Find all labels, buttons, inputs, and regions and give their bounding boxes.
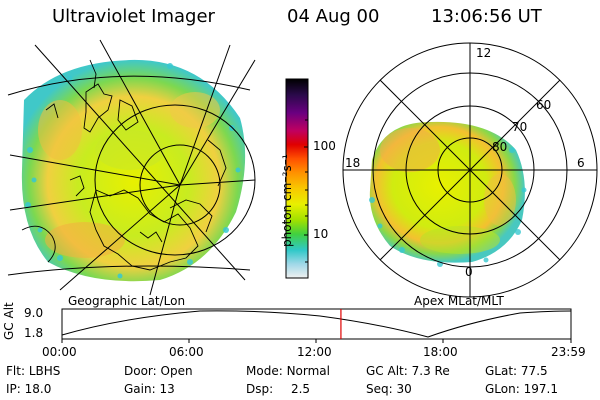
glon-readout: GLon: 197.1 — [485, 382, 558, 396]
apex-caption: Apex MLat/MLT — [414, 294, 504, 308]
mlt-label-top: 12 — [476, 46, 492, 60]
altitude-ytick-low: 1.8 — [24, 326, 44, 340]
altitude-ylabel: GC Alt — [2, 302, 16, 340]
mlat-label-70: 70 — [512, 120, 528, 134]
dsp-readout: Dsp: 2.5 — [246, 382, 310, 396]
mode-value: Normal — [286, 364, 330, 378]
mlat-label-80: 80 — [492, 140, 508, 154]
glat-readout: GLat: 77.5 — [485, 364, 548, 378]
geographic-caption: Geographic Lat/Lon — [68, 294, 186, 308]
filter-readout: Flt: LBHS — [6, 364, 60, 378]
mode-label: Mode: — [246, 364, 283, 378]
gc-alt-readout: GC Alt: 7.3 Re — [366, 364, 450, 378]
time-tick-1800: 18:00 — [423, 345, 458, 359]
time-tick-0600: 06:00 — [169, 345, 204, 359]
mode-readout: Mode: Normal — [246, 364, 330, 378]
mlt-label-right: 6 — [577, 156, 585, 170]
glat-label: GLat: — [485, 364, 518, 378]
mlat-label-60: 60 — [536, 98, 552, 112]
time-tick-0000: 00:00 — [42, 345, 77, 359]
altitude-ytick-high: 9.0 — [24, 306, 44, 320]
altitude-strip-plot — [61, 308, 572, 343]
filter-label: Flt: — [6, 364, 25, 378]
gc-alt-label: GC Alt: — [366, 364, 408, 378]
observation-time: 13:06:56 UT — [431, 6, 542, 27]
colorbar-unit-label: photon cm⁻²s⁻¹ — [280, 154, 294, 247]
gain-readout: Gain: 13 — [124, 382, 175, 396]
colorbar-tick-10: 10 — [313, 227, 329, 241]
geographic-map-panel — [7, 39, 256, 296]
door-readout: Door: Open — [124, 364, 193, 378]
glon-label: GLon: — [485, 382, 520, 396]
filter-value: LBHS — [28, 364, 61, 378]
instrument-title: Ultraviolet Imager — [52, 6, 215, 27]
ip-value: 18.0 — [24, 382, 52, 396]
dsp-label: Dsp: — [246, 382, 274, 396]
dsp-value: 2.5 — [290, 382, 311, 396]
apex-polar-panel — [342, 42, 598, 298]
seq-value: 30 — [396, 382, 412, 396]
time-tick-1200: 12:00 — [297, 345, 332, 359]
ip-readout: IP: 18.0 — [6, 382, 51, 396]
gain-label: Gain: — [124, 382, 156, 396]
gc-alt-value: 7.3 Re — [411, 364, 450, 378]
color-scale-bar — [285, 78, 309, 279]
observation-date: 04 Aug 00 — [287, 6, 380, 27]
glat-value: 77.5 — [520, 364, 548, 378]
seq-label: Seq: — [366, 382, 393, 396]
colorbar-tick-100: 100 — [313, 139, 336, 153]
seq-readout: Seq: 30 — [366, 382, 412, 396]
ip-label: IP: — [6, 382, 21, 396]
gain-value: 13 — [159, 382, 175, 396]
coastlines — [21, 59, 227, 271]
mlt-label-left: 18 — [345, 156, 361, 170]
geo-grid — [7, 39, 256, 296]
door-value: Open — [160, 364, 193, 378]
glon-value: 197.1 — [523, 382, 558, 396]
door-label: Door: — [124, 364, 157, 378]
mlt-label-bottom: 0 — [465, 265, 473, 279]
time-tick-2359: 23:59 — [551, 345, 586, 359]
altitude-curve — [61, 310, 572, 338]
